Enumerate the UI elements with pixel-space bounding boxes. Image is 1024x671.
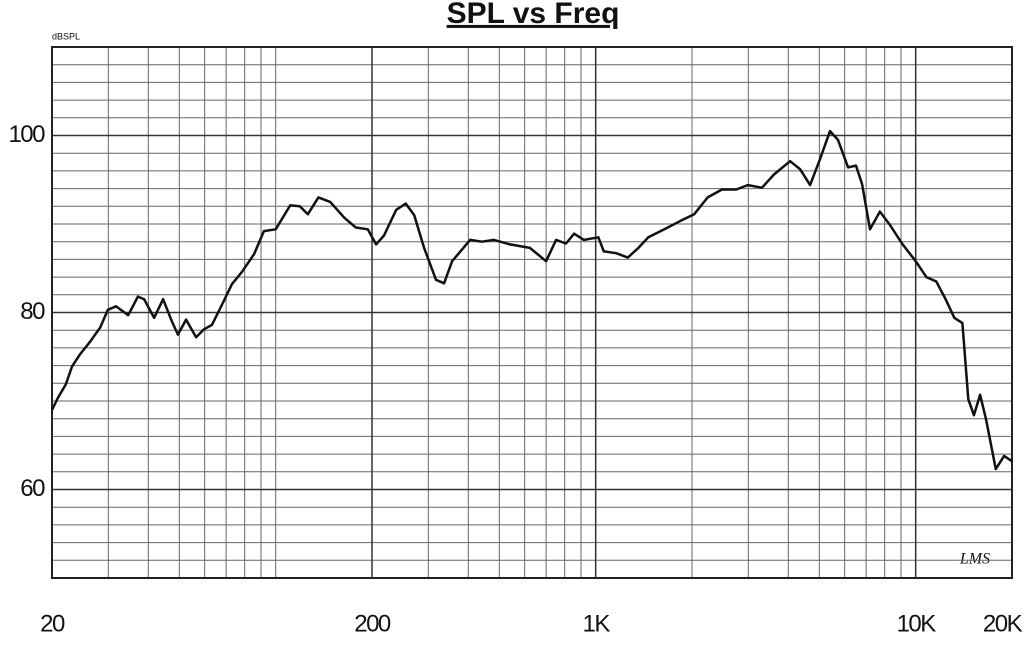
x-tick-label: 10K [897, 610, 937, 637]
y-tick-label: 100 [8, 121, 45, 148]
y-tick-label: 80 [20, 298, 45, 325]
chart-title: SPL vs Freq [447, 0, 620, 30]
spl-curve [50, 129, 1013, 471]
y-tick-label: 60 [20, 475, 45, 502]
plot-frame [51, 46, 1013, 579]
annotation: LMS [959, 551, 990, 568]
y-axis-label: dBSPL [52, 31, 80, 41]
x-tick-label: 1K [582, 610, 610, 637]
x-tick-label: 20 [40, 610, 65, 637]
x-tick-label: 20K [983, 610, 1023, 637]
x-tick-label: 200 [354, 610, 391, 637]
